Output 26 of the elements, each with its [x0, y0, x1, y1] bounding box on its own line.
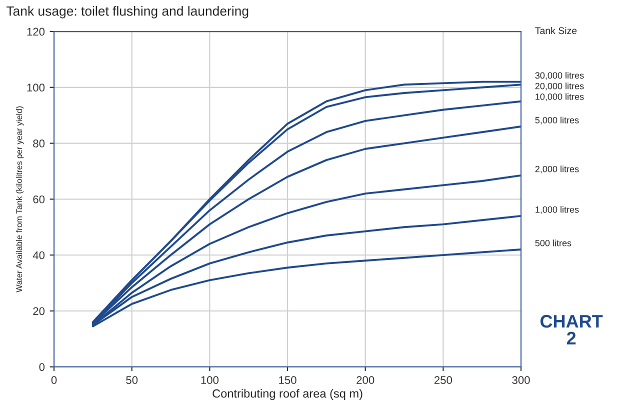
series-label: 20,000 litres [535, 82, 584, 90]
y-tick-label: 80 [33, 140, 45, 148]
x-axis-title: Contributing roof area (sq m) [212, 388, 362, 400]
x-tick-label: 250 [434, 376, 452, 384]
y-tick-label: 60 [33, 195, 45, 204]
legend-title: Tank Size [535, 26, 577, 34]
y-axis-title: Water Available from Tank (kilolitres per year yield) [16, 106, 24, 292]
x-tick-label: 200 [356, 376, 374, 384]
caption: CHART 2 [540, 314, 603, 344]
chart-title: Tank usage: toilet flushing and laundering [6, 6, 248, 18]
series-label: 10,000 litres [536, 93, 584, 101]
y-tick-label: 0 [39, 363, 45, 371]
x-tick-label: 300 [512, 376, 530, 384]
y-tick-label: 40 [32, 251, 45, 260]
y-tick-label: 20 [33, 307, 45, 316]
x-tick-label: 150 [279, 376, 296, 384]
y-tick-label: 120 [27, 28, 45, 36]
series-label: 500 litres [535, 240, 572, 246]
series-label: 30,000 litres [535, 72, 584, 80]
x-tick-label: 50 [126, 376, 138, 384]
series-label: 2,000 litres [535, 166, 579, 174]
x-tick-label: 100 [201, 376, 219, 384]
series-label: 5,000 litres [535, 116, 579, 124]
x-tick-label: 0 [51, 376, 57, 384]
y-tick-label: 100 [27, 84, 45, 92]
series-label: 1,000 litres [536, 206, 579, 214]
